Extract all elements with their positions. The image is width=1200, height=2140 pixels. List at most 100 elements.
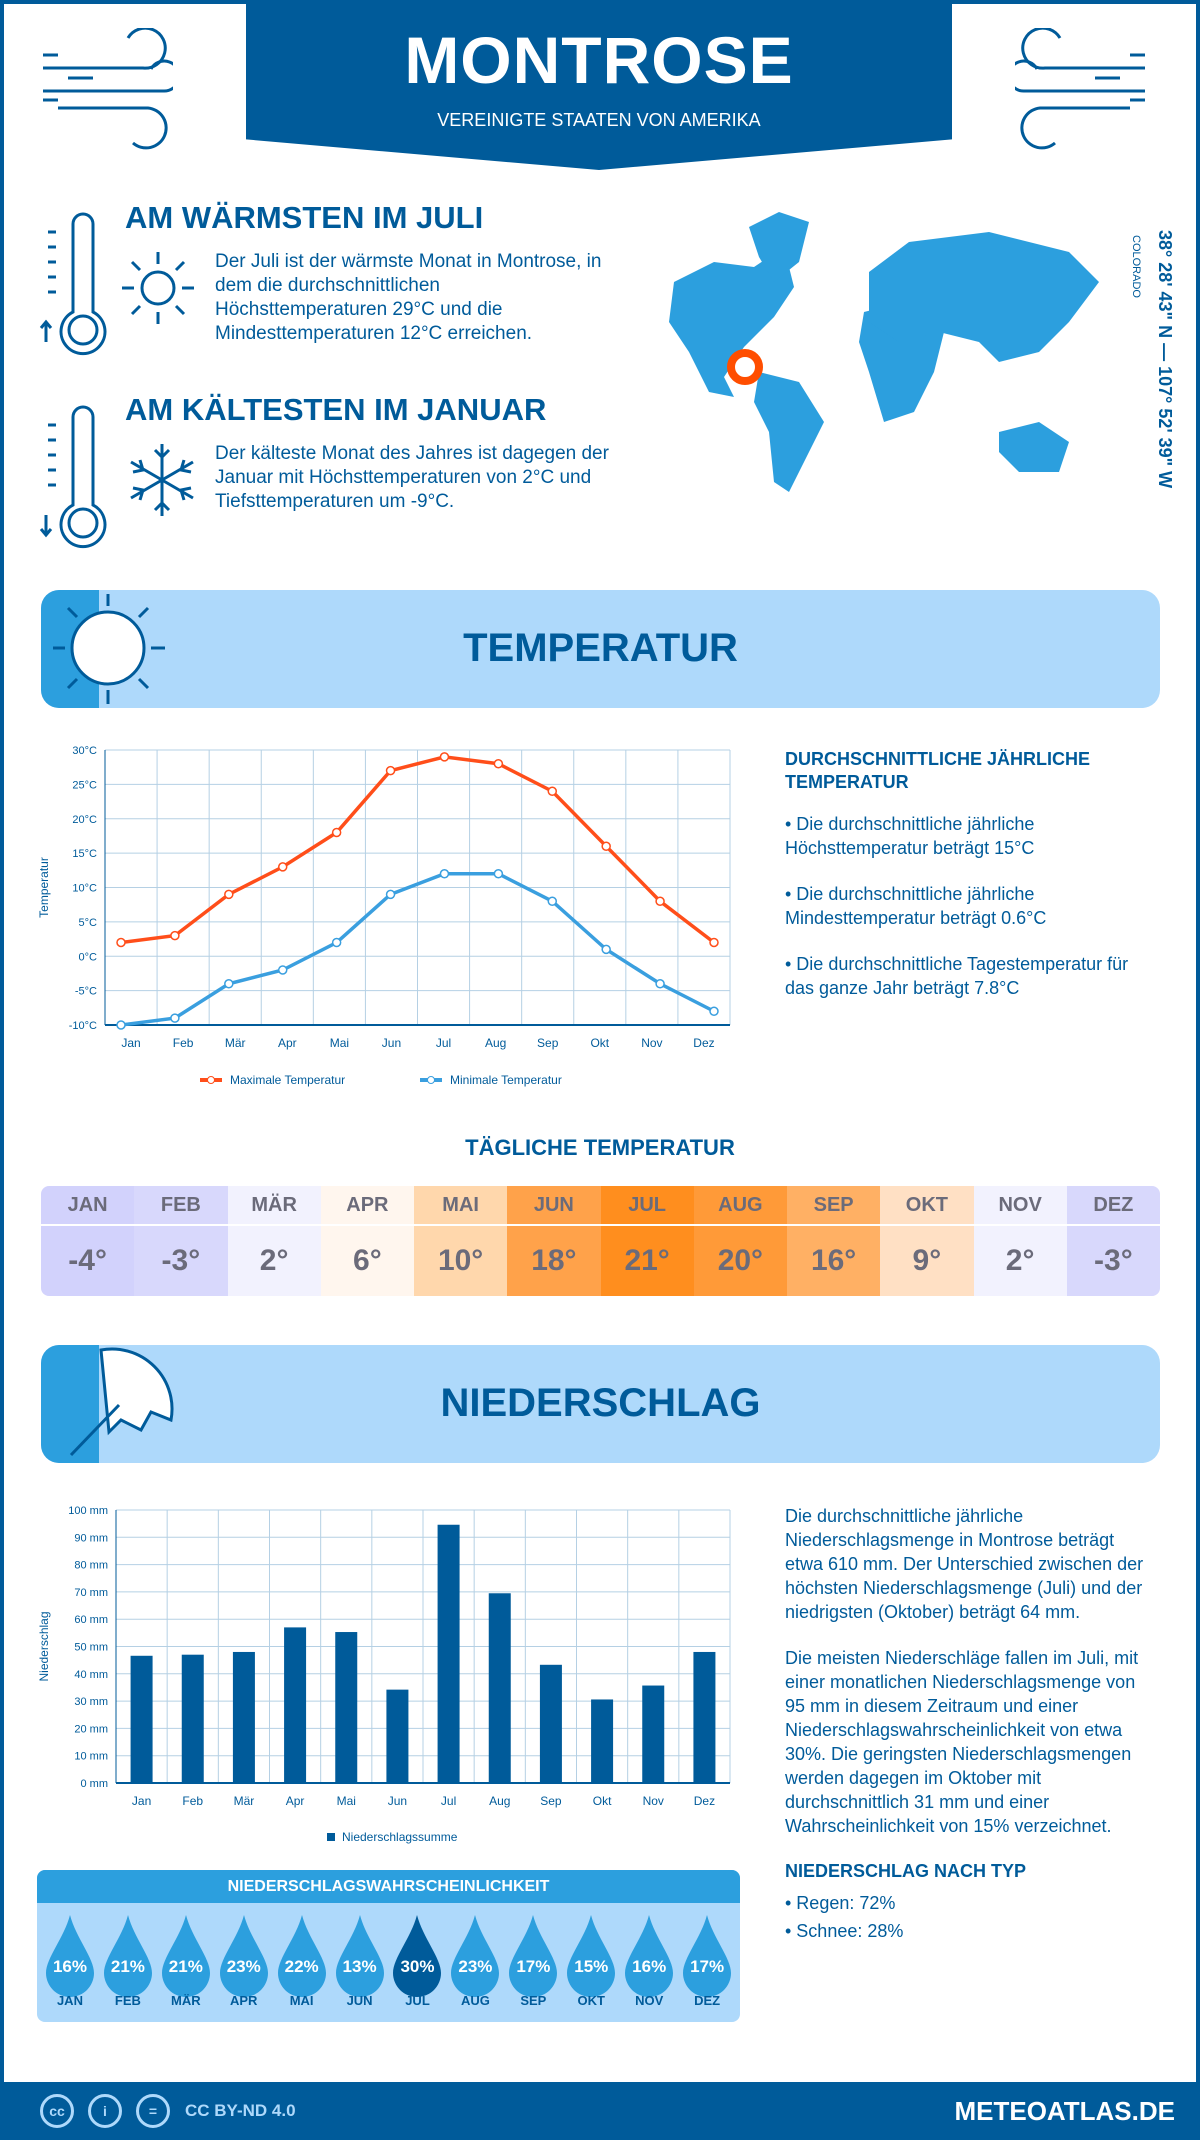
y-tick-label: 20 mm	[74, 1723, 108, 1735]
raindrop-icon	[509, 1915, 558, 1997]
summary-bullet: • Die durchschnittliche Tagestemperatur …	[785, 954, 1129, 998]
data-point	[385, 765, 396, 776]
probability-drop: 23% AUG	[446, 1913, 504, 2008]
daily-temp-value: -3°	[161, 1244, 201, 1277]
temperature-title: TEMPERATUR	[463, 626, 738, 670]
y-axis-label: Temperatur	[37, 857, 51, 918]
probability-value: 23%	[226, 1957, 261, 1976]
month-label: JUN	[507, 1186, 601, 1226]
raindrop-icon	[451, 1915, 500, 1997]
no-derivatives-icon: =	[136, 2094, 170, 2128]
probability-drop: 15% OKT	[562, 1913, 620, 2008]
probability-value: 30%	[400, 1957, 435, 1976]
coldest-title: AM KÄLTESTEN IM JANUAR	[125, 392, 547, 427]
precipitation-title: NIEDERSCHLAG	[440, 1381, 761, 1425]
x-tick-label: Jul	[436, 1036, 451, 1050]
y-tick-label: 30 mm	[74, 1696, 108, 1708]
daily-temp-value: 20°	[717, 1244, 764, 1277]
x-tick-label: Okt	[593, 1794, 612, 1808]
probability-value: 21%	[110, 1957, 145, 1976]
probability-value: 17%	[690, 1957, 725, 1976]
daily-temp-column: AUG 20°	[693, 1186, 787, 1296]
legend-marker	[427, 1076, 435, 1084]
data-point	[655, 979, 665, 989]
legend-swatch	[327, 1833, 335, 1841]
daily-temp-value: -3°	[1094, 1244, 1133, 1277]
x-tick-label: Sep	[540, 1794, 562, 1808]
month-label: AUG	[460, 1993, 490, 2008]
raindrop-icon	[625, 1915, 674, 1997]
data-point	[331, 827, 342, 838]
y-tick-label: 0 mm	[81, 1778, 109, 1790]
bar	[232, 1651, 255, 1783]
data-point	[439, 869, 450, 879]
x-tick-label: Aug	[489, 1794, 510, 1808]
month-label: JUL	[405, 1993, 430, 2008]
probability-value: 21%	[168, 1957, 203, 1976]
bar	[488, 1593, 511, 1783]
y-axis-label: Niederschlag	[37, 1611, 51, 1681]
daily-temp-column: OKT 9°	[880, 1186, 974, 1296]
data-point	[547, 896, 558, 906]
month-label: NOV	[635, 1993, 664, 2008]
daily-temp-value: 21°	[624, 1244, 670, 1277]
probability-drop: 21% FEB	[99, 1913, 157, 2008]
series-line	[120, 872, 715, 1027]
month-label: DEZ	[694, 1993, 721, 2008]
license-label: CC BY-ND 4.0	[185, 2101, 296, 2120]
site-link[interactable]: METEOATLAS.DE	[954, 2096, 1175, 2126]
y-tick-label: 60 mm	[74, 1614, 108, 1626]
data-point	[116, 937, 126, 948]
daily-temp-value: 16°	[810, 1244, 857, 1277]
probability-value: 16%	[632, 1957, 667, 1976]
x-tick-label: Mai	[337, 1794, 356, 1808]
attribution-icon: i	[88, 2094, 122, 2128]
month-label: JAN	[56, 1993, 83, 2008]
daily-temp-value: 9°	[912, 1244, 942, 1277]
wind-icon	[1015, 28, 1145, 150]
thermometer-up-icon	[39, 212, 107, 356]
data-point	[277, 965, 288, 975]
y-tick-label: 5°C	[79, 917, 98, 929]
sun-icon	[53, 594, 165, 704]
month-label: MAI	[414, 1186, 508, 1226]
page-subtitle: VEREINIGTE STAATEN VON AMERIKA	[437, 110, 761, 130]
bar	[181, 1654, 204, 1783]
x-tick-label: Mär	[234, 1794, 255, 1808]
y-tick-label: 15°C	[72, 848, 97, 860]
data-point	[601, 841, 611, 851]
probability-drop: 22% MAI	[273, 1913, 331, 2008]
x-tick-label: Aug	[485, 1036, 506, 1050]
month-label: FEB	[134, 1186, 228, 1226]
x-tick-label: Jul	[441, 1794, 456, 1808]
x-tick-label: Sep	[537, 1036, 559, 1050]
y-tick-label: 10 mm	[74, 1751, 108, 1763]
page-title: MONTROSE	[404, 23, 794, 97]
daily-temp-column: SEP 16°	[787, 1186, 881, 1296]
bar	[693, 1651, 716, 1783]
raindrop-icon	[393, 1915, 442, 1997]
bar	[642, 1685, 665, 1783]
region-label: COLORADO	[1130, 235, 1142, 298]
y-tick-label: 80 mm	[74, 1560, 108, 1572]
daily-temp-column: FEB -3°	[134, 1186, 228, 1296]
month-label: NOV	[973, 1186, 1067, 1226]
month-label: JUN	[346, 1993, 373, 2008]
y-tick-label: 0°C	[79, 951, 98, 963]
daily-temp-value: 18°	[531, 1244, 577, 1277]
y-tick-label: 50 mm	[74, 1642, 108, 1654]
probability-value: 15%	[574, 1957, 609, 1976]
data-point	[493, 869, 504, 879]
probability-drop: 17% DEZ	[678, 1913, 736, 2008]
raindrop-icon	[567, 1915, 616, 1997]
data-point	[709, 937, 719, 948]
probability-value: 17%	[516, 1957, 551, 1976]
x-tick-label: Nov	[641, 1036, 662, 1050]
bar	[335, 1632, 358, 1783]
y-tick-label: 40 mm	[74, 1669, 108, 1681]
precipitation-type: • Regen: 72%	[785, 1893, 896, 1913]
month-label: OKT	[880, 1186, 974, 1226]
raindrop-icon	[103, 1915, 152, 1997]
x-tick-label: Jun	[388, 1794, 407, 1808]
daily-temp-column: MÄR 2°	[227, 1186, 321, 1296]
